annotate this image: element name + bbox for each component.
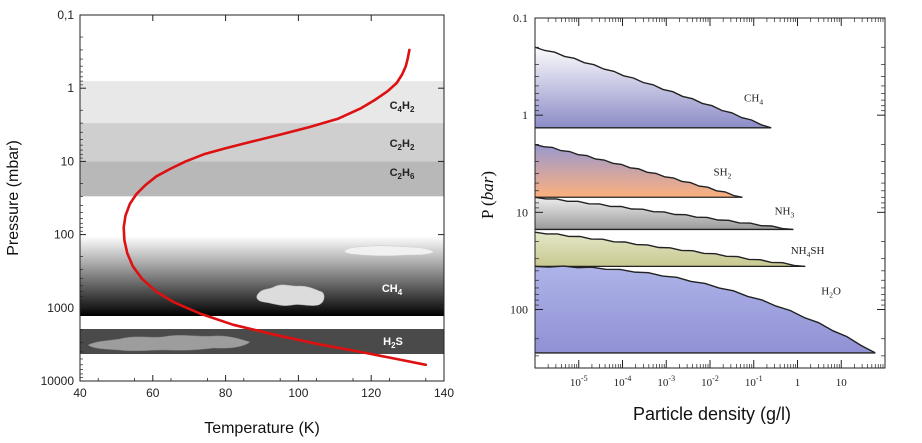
- label-c2h6: C2H6: [390, 167, 415, 181]
- left-chart: C4H2 C2H2 C2H6 CH4 H2S 40 60 80 100 120 140 0,…: [5, 8, 454, 437]
- haze-band-1: [80, 123, 444, 162]
- layer-edge-0: [534, 46, 772, 129]
- right-y-tick-label: 10: [516, 205, 528, 219]
- layer-edge-3: [534, 231, 806, 268]
- label-c4h2: C4H2: [390, 100, 415, 114]
- right-y-axis-label: P (bar): [478, 171, 497, 219]
- layer-fill-1: [535, 144, 743, 198]
- right-chart: CH4 SH2 NH3 NH4SH H2O 0.1 1 10 100 10-5 10-4 10-3 1…: [478, 11, 886, 424]
- right-x-tick-label: 1: [795, 377, 801, 389]
- label-ch4-cloud: CH4: [382, 283, 403, 297]
- left-y-tick-label: 100: [54, 228, 74, 242]
- layer-label-1: SH2: [713, 167, 731, 181]
- left-x-tick-label: 140: [434, 386, 454, 400]
- left-x-tick-label: 40: [73, 386, 87, 400]
- cloud-layers: [534, 46, 876, 354]
- right-y-tick-label: 0.1: [513, 11, 528, 25]
- left-plot-frame: [80, 15, 444, 381]
- cloud-blob-lower: [87, 335, 251, 352]
- layer-label-4: H2O: [821, 285, 841, 299]
- left-axis-ticks: [79, 14, 445, 382]
- right-x-tick-label: 10: [836, 377, 848, 389]
- cloud-blob-middle: [256, 284, 325, 306]
- left-y-tick-label: 0,1: [57, 8, 74, 22]
- right-y-tick-label: 100: [510, 302, 528, 316]
- layer-edge-1: [534, 143, 743, 198]
- haze-band-0: [80, 81, 444, 124]
- right-x-tick-label: 10-4: [614, 374, 632, 389]
- layer-label-2: NH3: [775, 205, 795, 219]
- right-y-tick-label: 1: [522, 108, 528, 122]
- label-h2s-cloud: H2S: [383, 336, 403, 350]
- left-y-tick-label: 1: [67, 81, 74, 95]
- right-x-tick-label: 10-1: [745, 374, 763, 389]
- left-x-axis-label: Temperature (K): [204, 420, 320, 437]
- right-x-axis-label: Particle density (g/l): [633, 404, 791, 424]
- left-y-axis-label: Pressure (mbar): [5, 140, 22, 256]
- temperature-profile-line: [122, 48, 428, 367]
- left-plot-border: [79, 14, 445, 382]
- layer-fill-3: [535, 232, 806, 267]
- left-x-tick-label: 100: [288, 386, 308, 400]
- left-y-tick-label: 1000: [47, 301, 74, 315]
- right-x-tick-label: 10-5: [570, 374, 588, 389]
- band-labels: C4H2 C2H2 C2H6 CH4 H2S: [382, 100, 415, 350]
- cloud-blob-upper: [343, 245, 435, 257]
- left-x-tick-label: 60: [146, 386, 160, 400]
- layer-label-0: CH4: [744, 92, 763, 106]
- layer-labels: CH4 SH2 NH3 NH4SH H2O: [713, 92, 841, 299]
- left-y-tick-label: 10: [61, 154, 75, 168]
- right-x-tick-label: 10-2: [701, 374, 719, 389]
- left-x-tick-label: 120: [361, 386, 381, 400]
- layer-fill-4: [535, 266, 876, 353]
- layer-fill-2: [535, 197, 794, 230]
- left-y-tick-label: 10000: [41, 374, 75, 388]
- label-c2h2: C2H2: [390, 138, 415, 152]
- right-tick-labels: 0.1 1 10 100 10-5 10-4 10-3 10-2 10-1 1 10: [510, 11, 847, 389]
- layer-label-3: NH4SH: [791, 245, 825, 259]
- layer-edge-2: [534, 196, 794, 231]
- right-x-tick-label: 10-3: [657, 374, 675, 389]
- layer-fill-0: [535, 47, 772, 128]
- left-tick-labels: 40 60 80 100 120 140 0,1 1 10 100 1000 10000: [41, 8, 455, 400]
- right-axis-ticks: [534, 17, 885, 369]
- layer-edge-4: [534, 265, 876, 354]
- left-x-tick-label: 80: [219, 386, 233, 400]
